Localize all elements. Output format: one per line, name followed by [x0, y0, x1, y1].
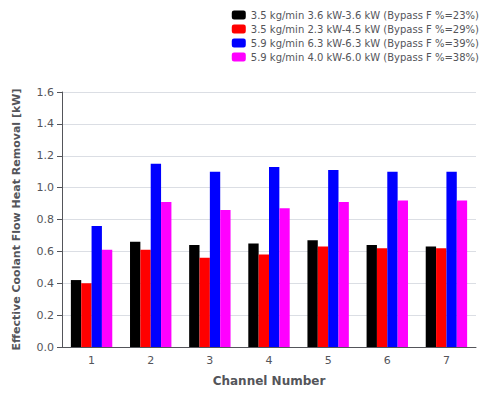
- svg-text:0.4: 0.4: [37, 277, 55, 290]
- svg-text:0.8: 0.8: [37, 213, 55, 226]
- svg-text:Channel Number: Channel Number: [213, 374, 326, 388]
- svg-text:0.0: 0.0: [37, 341, 55, 354]
- svg-text:1.2: 1.2: [37, 149, 55, 162]
- svg-text:1.0: 1.0: [37, 181, 55, 194]
- svg-text:5: 5: [325, 354, 332, 367]
- svg-text:7: 7: [443, 354, 450, 367]
- svg-text:4: 4: [266, 354, 273, 367]
- svg-text:3.5 kg/min 3.6 kW-3.6 kW (Bypa: 3.5 kg/min 3.6 kW-3.6 kW (Bypass F %=23%…: [251, 10, 479, 21]
- svg-text:1.6: 1.6: [37, 86, 55, 99]
- svg-text:3.5 kg/min 2.3 kW-4.5 kW (Bypa: 3.5 kg/min 2.3 kW-4.5 kW (Bypass F %=29%…: [251, 24, 479, 35]
- svg-text:5.9 kg/min 6.3 kW-6.3 kW (Bypa: 5.9 kg/min 6.3 kW-6.3 kW (Bypass F %=39%…: [251, 38, 479, 49]
- svg-text:2: 2: [147, 354, 154, 367]
- svg-text:0.2: 0.2: [37, 309, 55, 322]
- svg-text:1: 1: [88, 354, 95, 367]
- svg-text:6: 6: [384, 354, 391, 367]
- svg-text:0.6: 0.6: [37, 245, 55, 258]
- svg-text:Effective Coolant Flow Heat Re: Effective Coolant Flow Heat Removal [kW]: [10, 89, 23, 351]
- svg-text:1.4: 1.4: [37, 117, 55, 130]
- svg-text:3: 3: [206, 354, 213, 367]
- svg-text:5.9 kg/min 4.0 kW-6.0 kW (Bypa: 5.9 kg/min 4.0 kW-6.0 kW (Bypass F %=38%…: [251, 52, 479, 63]
